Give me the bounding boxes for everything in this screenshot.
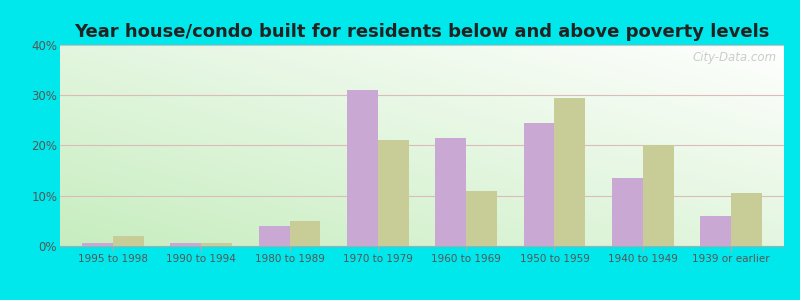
Text: City-Data.com: City-Data.com xyxy=(693,51,777,64)
Bar xyxy=(554,98,586,246)
Bar xyxy=(642,146,674,246)
Bar xyxy=(466,191,497,246)
Bar xyxy=(523,123,554,246)
Title: Year house/condo built for residents below and above poverty levels: Year house/condo built for residents bel… xyxy=(74,23,770,41)
Bar xyxy=(202,244,232,246)
Bar xyxy=(258,226,290,246)
Bar xyxy=(612,178,642,246)
Bar xyxy=(113,236,144,246)
Bar xyxy=(731,193,762,246)
Bar xyxy=(170,244,202,246)
Bar xyxy=(378,140,409,246)
Bar xyxy=(347,90,378,246)
Bar xyxy=(290,221,321,246)
Bar xyxy=(700,216,731,246)
Bar xyxy=(82,244,113,246)
Bar xyxy=(435,138,466,246)
